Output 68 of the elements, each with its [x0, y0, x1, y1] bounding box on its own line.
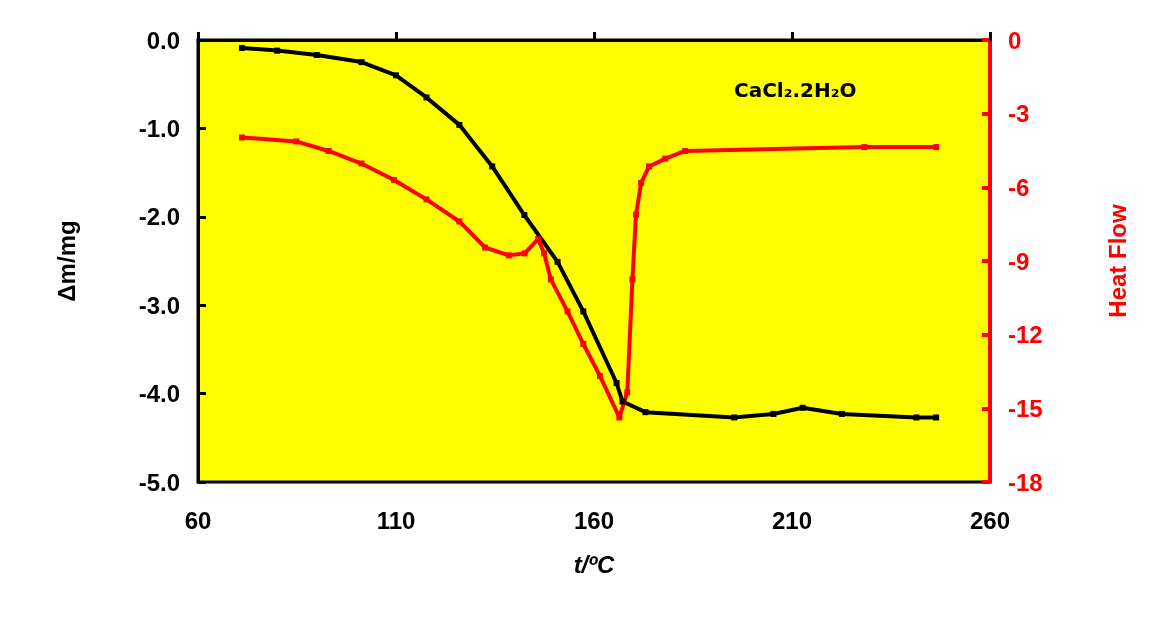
point — [770, 410, 777, 417]
y-tick-label: -4.0 — [138, 380, 180, 408]
point — [580, 341, 587, 347]
point — [238, 44, 245, 51]
point — [521, 250, 528, 257]
y-tick-label: -2.0 — [138, 203, 180, 231]
y-tick-label: -5.0 — [138, 468, 180, 496]
point — [619, 398, 626, 405]
point — [535, 235, 542, 242]
y2-tick-label: -3 — [1008, 100, 1030, 128]
point — [913, 414, 920, 421]
point — [391, 176, 398, 183]
point — [638, 179, 645, 186]
point — [629, 276, 636, 283]
point — [423, 94, 430, 101]
x-tick-label: 160 — [573, 506, 615, 534]
x-tick-label: 110 — [376, 506, 416, 534]
point — [274, 47, 281, 54]
point — [423, 196, 430, 203]
point — [505, 252, 512, 259]
x-tick-label: 60 — [184, 506, 212, 534]
y2-tick-label: 0 — [1008, 26, 1022, 54]
y2-tick-label: -6 — [1008, 173, 1030, 201]
point — [456, 218, 463, 225]
y2-tick-label: -12 — [1008, 321, 1043, 349]
point — [456, 121, 463, 128]
point — [662, 155, 669, 162]
point — [632, 211, 639, 218]
point — [293, 138, 300, 145]
annotation: CaCl₂.2H₂O — [734, 78, 857, 102]
point — [564, 308, 571, 315]
point — [313, 52, 320, 59]
point — [642, 409, 649, 416]
point — [325, 147, 332, 154]
point — [799, 404, 806, 411]
y-tick-label: 0.0 — [146, 26, 180, 54]
point — [616, 414, 623, 421]
y2-tick-label: -18 — [1008, 468, 1043, 496]
point — [596, 372, 603, 379]
point — [554, 258, 561, 265]
y2-axis-title: Heat Flow — [1103, 204, 1131, 318]
point — [682, 147, 689, 154]
x-axis-title: t/ºC — [573, 550, 616, 578]
y-tick-label: -3.0 — [138, 291, 180, 319]
point — [541, 250, 548, 257]
point — [933, 414, 940, 421]
point — [547, 276, 554, 283]
point — [861, 144, 868, 151]
point — [489, 163, 496, 170]
point — [521, 212, 528, 219]
point — [580, 308, 587, 315]
point — [358, 160, 365, 167]
point — [482, 244, 489, 251]
point — [624, 389, 631, 396]
point — [731, 414, 738, 421]
x-tick-label: 260 — [969, 506, 1011, 534]
point — [838, 410, 845, 417]
point — [238, 134, 245, 141]
y-tick-label: -1.0 — [138, 114, 180, 142]
y2-tick-label: -15 — [1008, 394, 1043, 422]
point — [933, 144, 940, 151]
y-axis-title: Δm/mg — [52, 220, 80, 302]
point — [393, 72, 399, 79]
point — [646, 163, 653, 170]
y2-tick-label: -9 — [1008, 247, 1030, 275]
x-tick-label: 210 — [771, 506, 813, 534]
point — [613, 379, 620, 386]
point — [358, 59, 365, 66]
